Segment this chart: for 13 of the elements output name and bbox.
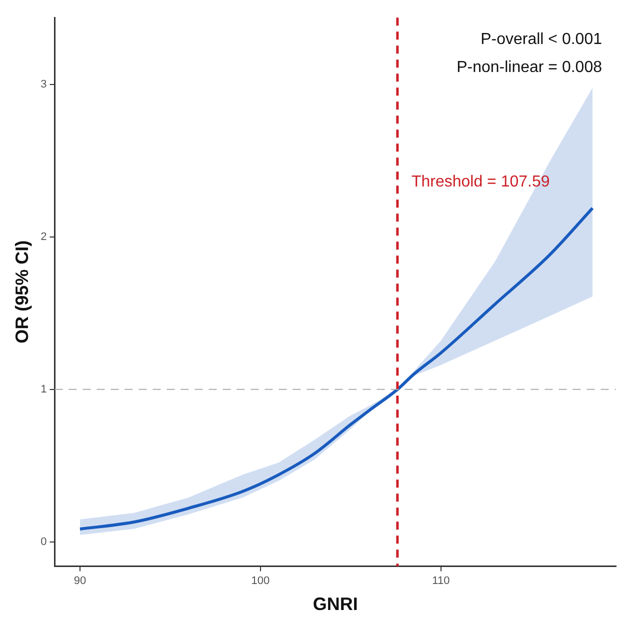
x-tick-label: 100 <box>251 574 270 587</box>
y-tick-label: 1 <box>40 383 47 396</box>
x-tick-label: 110 <box>432 574 450 587</box>
y-axis-title: OR (95% CI) <box>12 240 32 344</box>
line-series <box>78 206 594 531</box>
y-tick-label: 0 <box>40 536 47 548</box>
y-tick-label: 2 <box>40 231 47 244</box>
annotation: P-non-linear = 0.008 <box>456 59 602 76</box>
x-tick-label: 90 <box>74 574 86 587</box>
y-tick-label: 3 <box>40 78 47 91</box>
annotation: P-overall < 0.001 <box>480 31 602 48</box>
ref-line-label: Threshold = 107.59 <box>411 174 550 191</box>
x-axis-title: GNRI <box>312 594 358 614</box>
